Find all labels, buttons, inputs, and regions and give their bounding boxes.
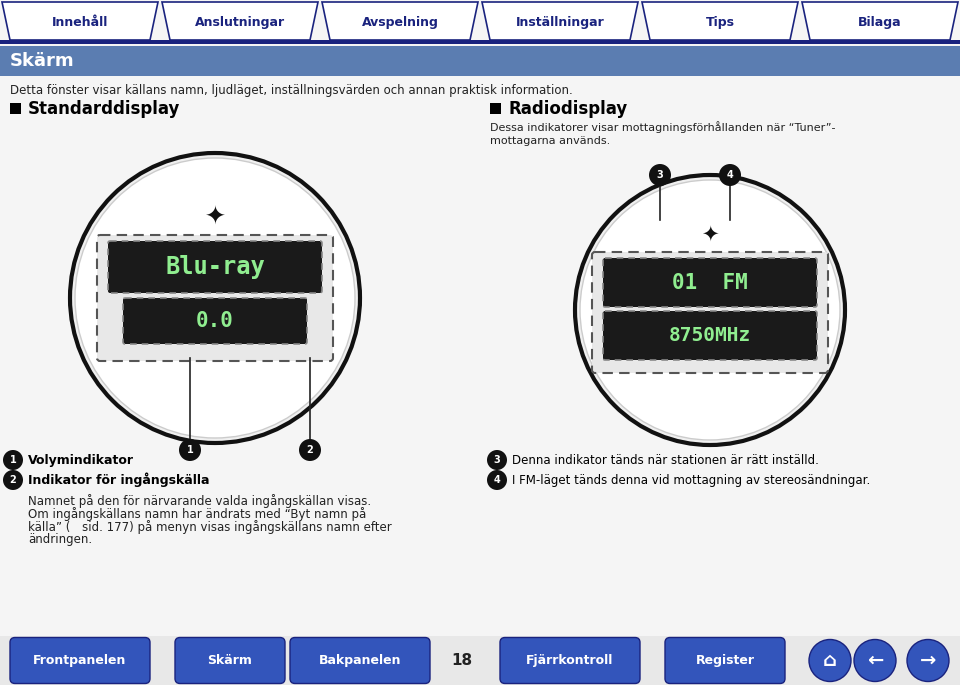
FancyBboxPatch shape [108, 241, 322, 293]
Text: ←: ← [867, 651, 883, 670]
FancyBboxPatch shape [592, 252, 828, 373]
Text: Namnet på den för närvarande valda ingångskällan visas.: Namnet på den för närvarande valda ingån… [28, 494, 372, 508]
FancyBboxPatch shape [500, 638, 640, 684]
Text: Bilaga: Bilaga [858, 16, 901, 29]
Text: källa” ( sid. 177) på menyn visas ingångskällans namn efter: källa” ( sid. 177) på menyn visas ingång… [28, 520, 392, 534]
Circle shape [179, 439, 201, 461]
Text: ⌂: ⌂ [823, 651, 837, 670]
Circle shape [3, 470, 23, 490]
Text: Innehåll: Innehåll [52, 16, 108, 29]
Polygon shape [2, 2, 158, 40]
Polygon shape [162, 2, 318, 40]
Circle shape [809, 640, 851, 682]
Text: Skärm: Skärm [207, 654, 252, 667]
Circle shape [70, 153, 360, 443]
Circle shape [575, 175, 845, 445]
Text: 3: 3 [657, 170, 663, 180]
Text: Blu-ray: Blu-ray [165, 255, 265, 279]
Text: Fjärrkontroll: Fjärrkontroll [526, 654, 613, 667]
Polygon shape [802, 2, 958, 40]
Text: Frontpanelen: Frontpanelen [34, 654, 127, 667]
Bar [0, 40, 960, 44]
Polygon shape [482, 2, 638, 40]
FancyBboxPatch shape [123, 298, 307, 344]
Text: 18: 18 [451, 653, 472, 668]
Circle shape [907, 640, 949, 682]
Text: Standarddisplay: Standarddisplay [28, 99, 180, 118]
Circle shape [487, 450, 507, 470]
Text: 01  FM: 01 FM [672, 273, 748, 292]
Circle shape [580, 180, 840, 440]
Text: Inställningar: Inställningar [516, 16, 605, 29]
Text: Volymindikator: Volymindikator [28, 453, 134, 466]
Text: I FM-läget tänds denna vid mottagning av stereosändningar.: I FM-läget tänds denna vid mottagning av… [512, 473, 871, 486]
Circle shape [649, 164, 671, 186]
Text: Detta fönster visar källans namn, ljudläget, inställningsvärden och annan prakti: Detta fönster visar källans namn, ljudlä… [10, 84, 573, 97]
Text: 1: 1 [10, 455, 16, 465]
Bar [0, 636, 960, 685]
Circle shape [719, 164, 741, 186]
FancyBboxPatch shape [290, 638, 430, 684]
Polygon shape [322, 2, 478, 40]
Text: Radiodisplay: Radiodisplay [508, 99, 627, 118]
Text: Bakpanelen: Bakpanelen [319, 654, 401, 667]
FancyBboxPatch shape [603, 311, 817, 360]
Text: ✦: ✦ [204, 206, 226, 230]
FancyBboxPatch shape [603, 258, 817, 307]
Text: ✦: ✦ [701, 225, 719, 245]
Text: 3: 3 [493, 455, 500, 465]
Circle shape [299, 439, 321, 461]
Bar [10, 103, 21, 114]
Text: →: → [920, 651, 936, 670]
Text: 2: 2 [10, 475, 16, 485]
Text: 4: 4 [493, 475, 500, 485]
Text: Dessa indikatorer visar mottagningsförhållanden när “Tuner”-
mottagarna används.: Dessa indikatorer visar mottagningsförhå… [490, 121, 835, 146]
Text: 4: 4 [727, 170, 733, 180]
Text: 0.0: 0.0 [196, 311, 234, 331]
Bar [0, 46, 960, 76]
Text: Skärm: Skärm [10, 52, 75, 70]
Text: 2: 2 [306, 445, 313, 455]
Text: Indikator för ingångskälla: Indikator för ingångskälla [28, 473, 209, 487]
Circle shape [487, 470, 507, 490]
FancyBboxPatch shape [97, 235, 333, 361]
Circle shape [75, 158, 355, 438]
Text: Register: Register [695, 654, 755, 667]
Text: Om ingångskällans namn har ändrats med “Byt namn på: Om ingångskällans namn har ändrats med “… [28, 507, 367, 521]
Text: Denna indikator tänds när stationen är rätt inställd.: Denna indikator tänds när stationen är r… [512, 453, 819, 466]
Text: ändringen.: ändringen. [28, 533, 92, 546]
Circle shape [854, 640, 896, 682]
Text: 8750MHz: 8750MHz [669, 326, 751, 345]
Polygon shape [642, 2, 798, 40]
Circle shape [3, 450, 23, 470]
FancyBboxPatch shape [175, 638, 285, 684]
Text: 1: 1 [186, 445, 193, 455]
Text: Tips: Tips [706, 16, 734, 29]
FancyBboxPatch shape [10, 638, 150, 684]
Bar [490, 103, 501, 114]
Text: Anslutningar: Anslutningar [195, 16, 285, 29]
Text: Avspelning: Avspelning [362, 16, 439, 29]
FancyBboxPatch shape [665, 638, 785, 684]
